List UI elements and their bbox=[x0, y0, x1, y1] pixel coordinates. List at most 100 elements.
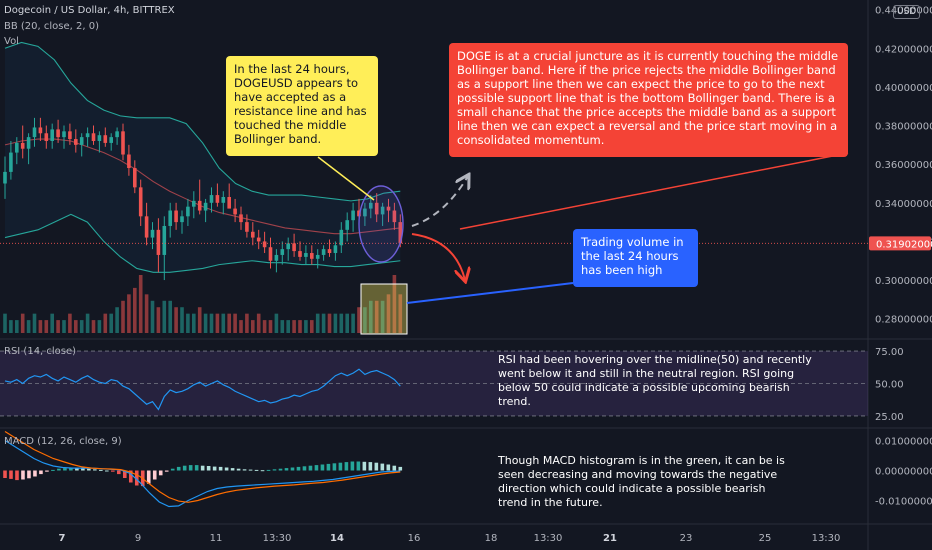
red-pointer bbox=[459, 152, 849, 230]
rsi-tick-label: 25.00 bbox=[875, 412, 904, 423]
volume-bar bbox=[392, 275, 397, 333]
macd-histogram-bar bbox=[134, 470, 139, 486]
macd-histogram-bar bbox=[15, 470, 19, 481]
rsi-tick-label: 75.00 bbox=[875, 347, 904, 358]
volume-bar bbox=[156, 307, 161, 333]
x-tick-label: 23 bbox=[680, 533, 693, 544]
volume-bar bbox=[103, 313, 108, 333]
candle-body bbox=[38, 127, 43, 134]
bb-lower-line bbox=[4, 213, 401, 273]
price-tick-label: 0.36000000 bbox=[875, 160, 932, 171]
volume-bar bbox=[363, 307, 367, 333]
note-macd: Though MACD histogram is in the green, i… bbox=[498, 454, 785, 509]
candle-body bbox=[315, 254, 320, 259]
candle-body bbox=[109, 137, 113, 143]
candle-body bbox=[20, 142, 25, 149]
volume-bar bbox=[192, 313, 196, 333]
candle-body bbox=[32, 127, 37, 138]
volume-bar bbox=[162, 300, 167, 333]
macd-histogram-bar bbox=[356, 461, 361, 471]
candle-body bbox=[292, 243, 296, 252]
candle-body bbox=[180, 216, 184, 223]
volume-bar bbox=[38, 320, 43, 333]
candle-body bbox=[97, 135, 102, 141]
volume-bar bbox=[333, 313, 338, 333]
volume-bar bbox=[315, 313, 320, 333]
candle-body bbox=[262, 241, 267, 248]
currency-badge[interactable]: USD bbox=[893, 5, 921, 19]
candle-body bbox=[363, 208, 367, 217]
yellow-pointer bbox=[317, 156, 375, 201]
macd-histogram-bar bbox=[302, 466, 307, 471]
volume-bar bbox=[168, 300, 172, 333]
chart-symbol-title: Dogecoin / US Dollar, 4h, BITTREX bbox=[4, 5, 175, 16]
candle-body bbox=[327, 249, 332, 254]
volume-bar bbox=[150, 300, 155, 333]
macd-tick-label: 0.01000000 bbox=[875, 437, 932, 448]
candle-body bbox=[91, 133, 96, 141]
macd-histogram-bar bbox=[212, 466, 217, 471]
candle-body bbox=[304, 253, 308, 257]
bb-upper-line bbox=[4, 41, 401, 202]
macd-histogram-bar bbox=[290, 467, 295, 471]
candle-body bbox=[251, 231, 255, 238]
macd-indicator-label: MACD (12, 26, close, 9) bbox=[4, 436, 122, 447]
macd-histogram-bar bbox=[338, 462, 343, 471]
rsi-indicator-label: RSI (14, close) bbox=[4, 346, 77, 357]
macd-histogram-bar bbox=[224, 467, 229, 471]
candle-body bbox=[333, 245, 338, 254]
candle-body bbox=[215, 195, 220, 203]
price-tick-label: 0.28000000 bbox=[875, 315, 932, 326]
volume-bar bbox=[115, 307, 119, 333]
candle-body bbox=[192, 200, 196, 207]
volume-bar bbox=[97, 320, 102, 333]
candle-body bbox=[174, 210, 178, 223]
current-price-badge bbox=[869, 236, 931, 251]
macd-histogram-bar bbox=[230, 468, 235, 471]
rsi-line bbox=[4, 368, 401, 411]
candle-body bbox=[121, 131, 125, 155]
x-tick-label: 9 bbox=[135, 533, 141, 544]
candle-body bbox=[79, 137, 84, 145]
volume-bar bbox=[274, 313, 279, 333]
candle-body bbox=[256, 237, 261, 242]
macd-histogram-bar bbox=[87, 468, 91, 471]
candle-body bbox=[310, 253, 314, 259]
candle-body bbox=[186, 206, 190, 217]
candle-body bbox=[221, 197, 226, 203]
macd-histogram-bar bbox=[39, 470, 43, 475]
macd-histogram-bar bbox=[374, 462, 379, 471]
volume-bar bbox=[351, 313, 355, 333]
candle-body bbox=[239, 214, 243, 223]
bullish-projection-arrow bbox=[411, 176, 468, 227]
volume-bar bbox=[256, 313, 261, 333]
candle-body bbox=[357, 210, 361, 217]
volume-bar bbox=[398, 294, 403, 333]
volume-bar bbox=[380, 300, 385, 333]
volume-bar bbox=[239, 320, 243, 333]
volume-bar bbox=[186, 313, 190, 333]
price-tick-label: 0.30000000 bbox=[875, 276, 932, 287]
volume-bar bbox=[369, 300, 373, 333]
candle-body bbox=[138, 187, 143, 217]
x-tick-label: 13:30 bbox=[263, 533, 292, 544]
macd-histogram-bar bbox=[236, 468, 241, 471]
candle-body bbox=[9, 152, 13, 172]
candle-body bbox=[115, 131, 119, 138]
volume-bar bbox=[227, 313, 231, 333]
macd-histogram-bar bbox=[170, 468, 175, 471]
volume-bar bbox=[133, 287, 137, 333]
macd-histogram-bar bbox=[122, 470, 127, 478]
macd-histogram-bar bbox=[69, 467, 73, 471]
macd-histogram-bar bbox=[9, 470, 13, 479]
macd-histogram-bar bbox=[51, 469, 55, 471]
macd-line bbox=[4, 439, 401, 508]
volume-highlight-box bbox=[360, 283, 408, 335]
candle-body bbox=[386, 206, 391, 211]
blue-pointer bbox=[406, 282, 574, 304]
macd-histogram-bar bbox=[344, 462, 349, 471]
note-rsi: RSI had been hovering over the midline(5… bbox=[498, 353, 812, 408]
candle-body bbox=[103, 135, 108, 143]
